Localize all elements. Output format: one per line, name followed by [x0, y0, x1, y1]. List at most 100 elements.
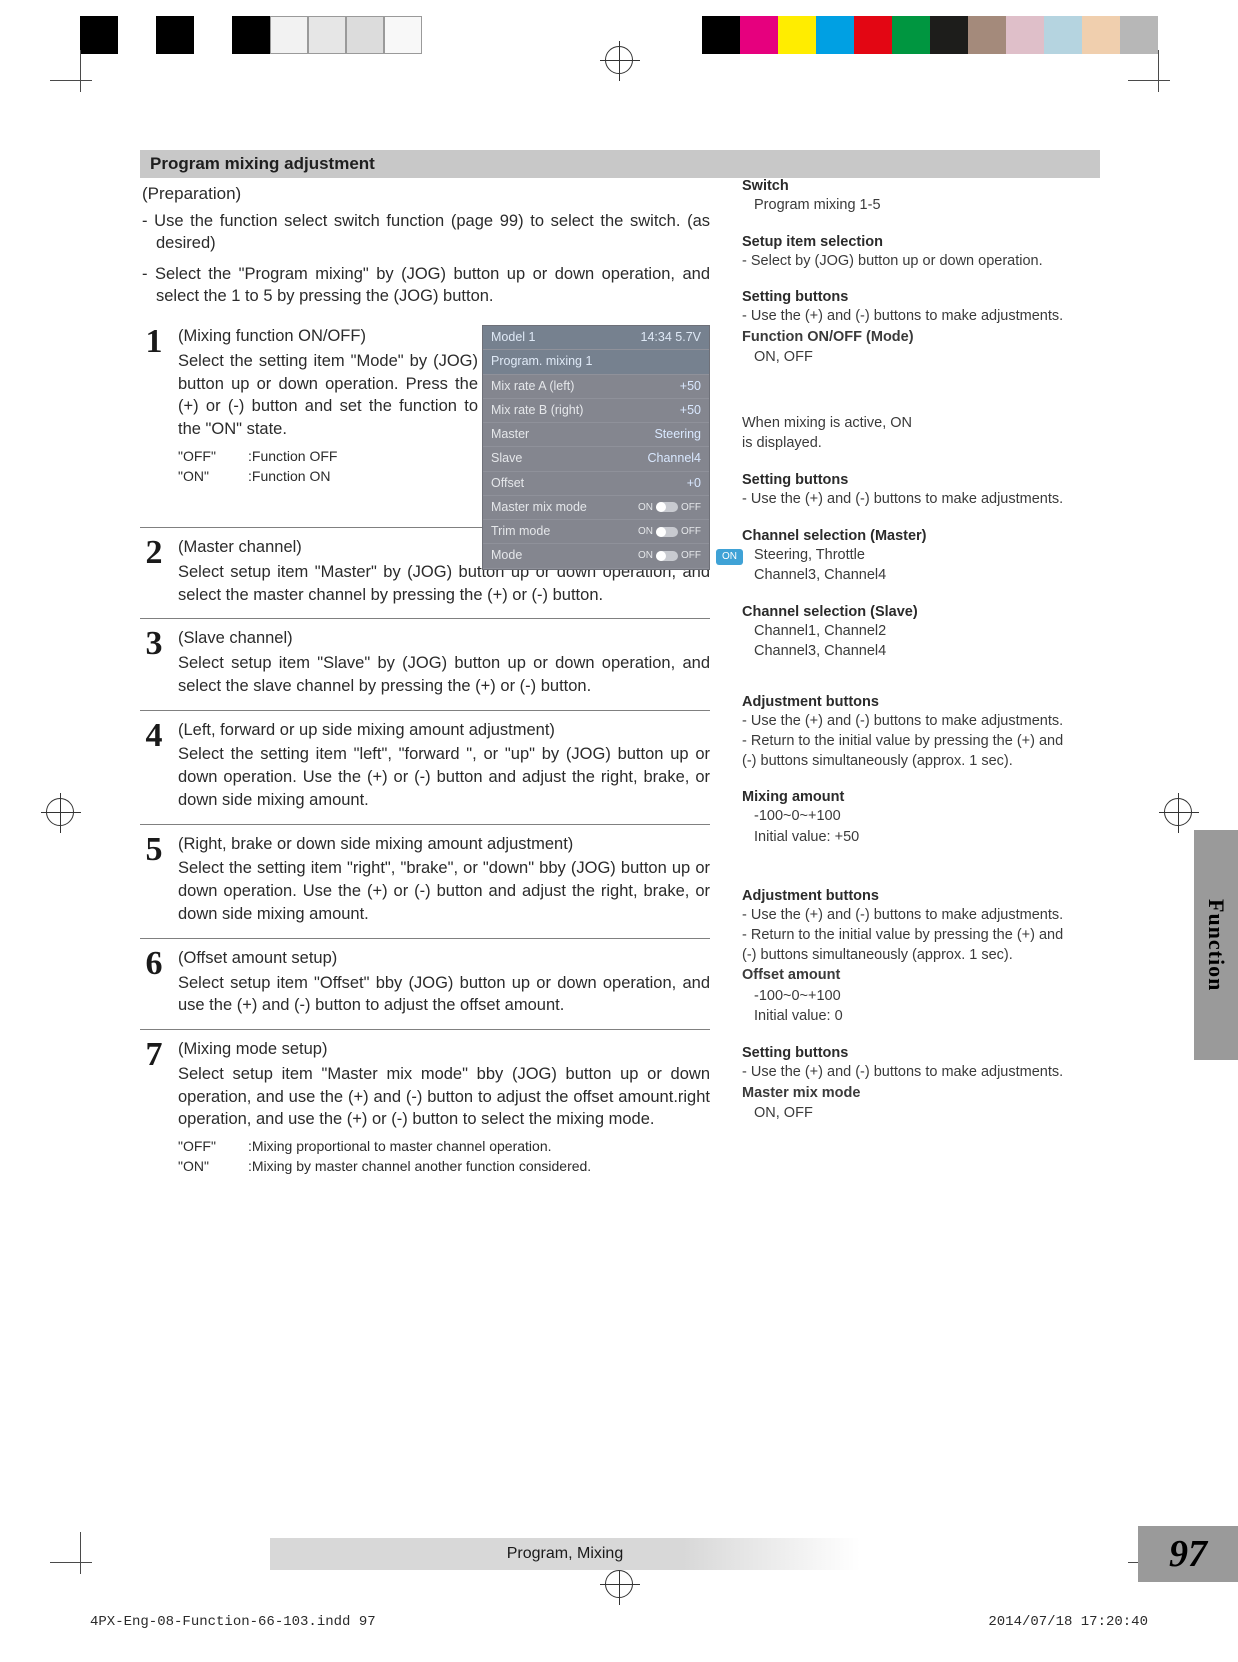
sidebar-line: Channel3, Channel4 [742, 642, 1072, 662]
step-number: 5 [140, 833, 168, 926]
step-heading: (Right, brake or down side mixing amount… [178, 835, 573, 853]
footer-title: Program, Mixing [270, 1538, 860, 1570]
sidebar-line: Initial value: +50 [742, 828, 1072, 848]
preparation-label: (Preparation) [142, 184, 710, 204]
registration-mark [1164, 798, 1192, 826]
sidebar-heading: Channel selection (Master) [742, 528, 1072, 544]
step-body: (Mixing function ON/OFF)Select the setti… [178, 325, 710, 515]
preparation-list: - Use the function select switch functio… [142, 210, 710, 307]
sidebar-line: Channel1, Channel2 [742, 622, 1072, 642]
sidebar-line: -100~0~+100 [742, 987, 1072, 1007]
sidebar-heading: Adjustment buttons [742, 888, 1072, 904]
prep-item: - Use the function select switch functio… [156, 210, 710, 255]
sidebar-line: Steering, Throttle [742, 546, 1072, 566]
sidebar-line: - Use the (+) and (-) buttons to make ad… [742, 490, 1072, 510]
step-kv: "OFF":Mixing proportional to master chan… [178, 1137, 710, 1177]
sidebar-group: Channel selection (Slave)Channel1, Chann… [742, 604, 1072, 662]
color-swatch [1044, 16, 1082, 54]
sidebar-group: Setup item selection- Select by (JOG) bu… [742, 234, 1072, 272]
step-text: Select setup item "Master mix mode" bby … [178, 1063, 710, 1131]
registration-mark [605, 46, 633, 74]
color-swatch [1082, 16, 1120, 54]
crop-mark [50, 1532, 110, 1592]
sidebar-heading: Setup item selection [742, 234, 1072, 250]
sidebar-line: Initial value: 0 [742, 1007, 1072, 1027]
sidebar-line: - Use the (+) and (-) buttons to make ad… [742, 906, 1072, 926]
step-body: (Offset amount setup) Select setup item "… [178, 947, 710, 1017]
color-swatch [80, 16, 118, 54]
sidebar-group: Setting buttons - Use the (+) and (-) but… [742, 472, 1072, 510]
registration-mark [46, 798, 74, 826]
step: 4(Left, forward or up side mixing amount… [140, 710, 710, 824]
color-swatch [892, 16, 930, 54]
sidebar-group: Adjustment buttons- Use the (+) and (-) … [742, 694, 1072, 772]
step-body: (Left, forward or up side mixing amount … [178, 719, 710, 812]
footer-file: 4PX-Eng-08-Function-66-103.indd 97 [90, 1614, 376, 1630]
step-number: 2 [140, 536, 168, 606]
step-heading: (Slave channel) [178, 629, 293, 647]
footer-meta: 4PX-Eng-08-Function-66-103.indd 97 2014/… [90, 1614, 1148, 1630]
sidebar-group: Channel selection (Master) Steering, Thro… [742, 528, 1072, 586]
sidebar-line: - Use the (+) and (-) buttons to make ad… [742, 712, 1072, 732]
sidebar-group: Adjustment buttons - Use the (+) and (-) … [742, 888, 1072, 1027]
sidebar-line: ON, OFF [742, 1104, 1072, 1124]
step-heading: (Master channel) [178, 538, 302, 556]
step-heading: (Mixing function ON/OFF) [178, 327, 366, 345]
step: 6(Offset amount setup)Select setup item … [140, 938, 710, 1029]
color-swatch [156, 16, 194, 54]
sidebar-group: Setting buttons- Use the (+) and (-) but… [742, 289, 1072, 368]
step: 5 (Right, brake or down side mixing amoun… [140, 824, 710, 938]
sidebar-heading: Mixing amount [742, 789, 1072, 805]
lcd-note: When mixing is active, ONis displayed. [742, 414, 1072, 454]
color-swatch [854, 16, 892, 54]
step-text: Select setup item "Offset" bby (JOG) but… [178, 972, 710, 1018]
sidebar-line: - Use the (+) and (-) buttons to make ad… [742, 1063, 1072, 1083]
sidebar-heading: Setting buttons [742, 472, 1072, 488]
step-kv: "OFF":Function OFF"ON":Function ON [178, 447, 478, 487]
crop-mark [1128, 50, 1188, 110]
step-body: (Right, brake or down side mixing amount… [178, 833, 710, 926]
step: 7(Mixing mode setup)Select setup item "M… [140, 1029, 710, 1190]
step: 3 (Slave channel) Select setup item "Slave… [140, 618, 710, 709]
section-side-tab: Function [1194, 830, 1238, 1060]
page-content: Program mixing adjustment (Preparation) … [140, 150, 1100, 1470]
color-swatch [346, 16, 384, 54]
step-number: 4 [140, 719, 168, 812]
sidebar-line: Program mixing 1-5 [742, 196, 1072, 216]
color-swatch [232, 16, 270, 54]
color-swatch [308, 16, 346, 54]
crop-mark [50, 50, 110, 110]
sidebar-group: Setting buttons - Use the (+) and (-) but… [742, 1045, 1072, 1124]
step-body: (Slave channel) Select setup item "Slave"… [178, 627, 710, 697]
color-swatch [968, 16, 1006, 54]
color-swatch [930, 16, 968, 54]
lcd-screenshot: Model 114:34 5.7VProgram. mixing 1Mix ra… [482, 325, 710, 570]
step-heading: (Mixing mode setup) [178, 1040, 327, 1058]
step-body: (Mixing mode setup) Select setup item "Ma… [178, 1038, 710, 1178]
sidebar-line: Offset amount [742, 966, 1072, 986]
main-column: (Preparation) - Use the function select … [140, 178, 710, 1190]
footer-date: 2014/07/18 17:20:40 [988, 1614, 1148, 1630]
color-swatch [702, 16, 740, 54]
sidebar-line: ON, OFF [742, 348, 1072, 368]
registration-mark [605, 1570, 633, 1598]
step-number: 3 [140, 627, 168, 697]
sidebar-line: - Return to the initial value by pressin… [742, 926, 1072, 965]
color-swatch [384, 16, 422, 54]
sidebar-line: -100~0~+100 [742, 807, 1072, 827]
step-heading: (Offset amount setup) [178, 949, 337, 967]
sidebar-heading: Setting buttons [742, 1045, 1072, 1061]
sidebar-group: Mixing amount -100~0~+100Initial value: +… [742, 789, 1072, 847]
prep-item: - Select the "Program mixing" by (JOG) b… [156, 263, 710, 308]
sidebar-line: - Use the (+) and (-) buttons to make ad… [742, 307, 1072, 327]
sidebar-heading: Switch [742, 178, 1072, 194]
color-swatch [1006, 16, 1044, 54]
step-text: Select the setting item "left", "forward… [178, 743, 710, 811]
color-swatch [740, 16, 778, 54]
color-swatch [270, 16, 308, 54]
step-text: Select setup item "Slave" by (JOG) butto… [178, 652, 710, 698]
step: 1 (Mixing function ON/OFF)Select the set… [140, 317, 710, 527]
color-swatch [1120, 16, 1158, 54]
sidebar-group: Switch Program mixing 1-5 [742, 178, 1072, 216]
color-swatch [778, 16, 816, 54]
